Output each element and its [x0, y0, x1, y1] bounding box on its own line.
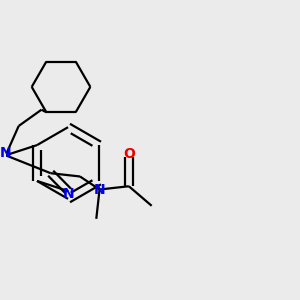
Text: N: N: [0, 146, 11, 160]
Text: O: O: [123, 147, 135, 161]
Text: N: N: [94, 182, 105, 197]
Text: N: N: [62, 187, 74, 201]
